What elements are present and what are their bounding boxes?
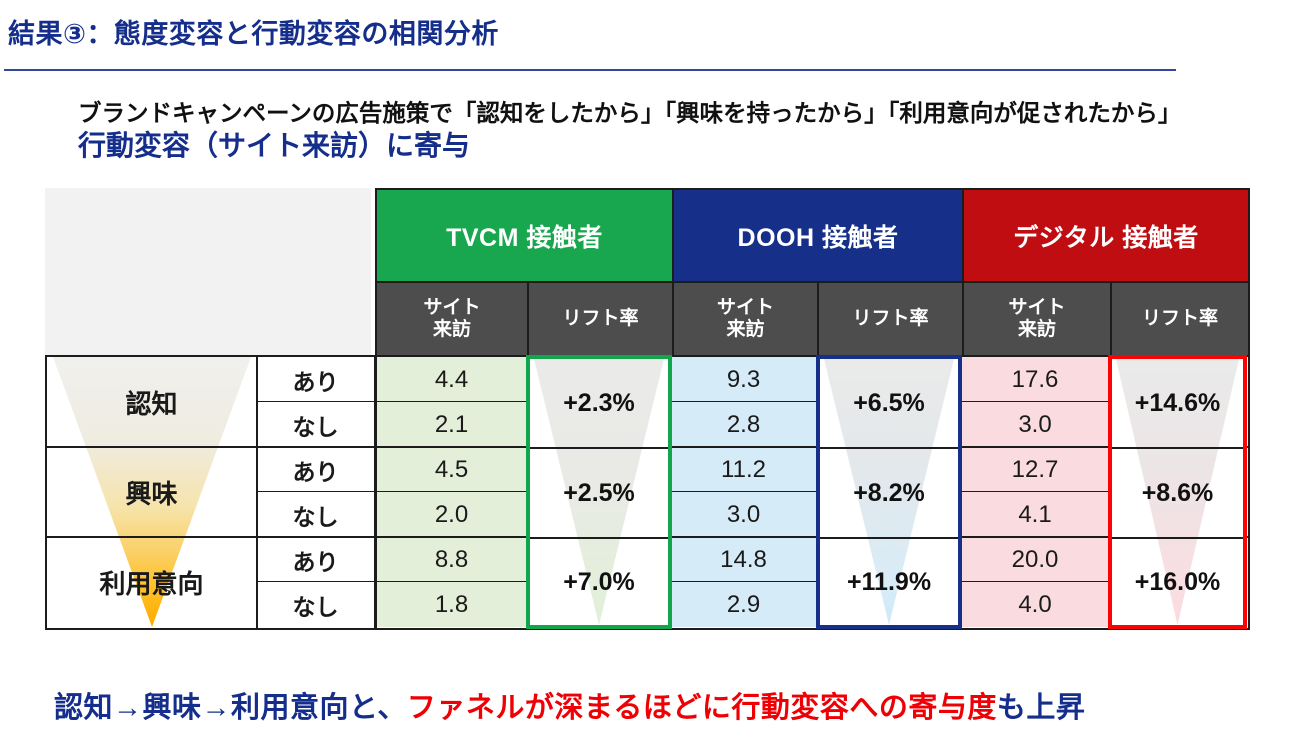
column-header-digital: デジタル 接触者 — [962, 188, 1250, 283]
table-cell-tvcm-visit: 4.4 — [377, 357, 526, 402]
table-cell-digital-visit: 20.0 — [961, 537, 1109, 582]
lead-text-line2: 行動変容（サイト来訪）に寄与 — [78, 130, 471, 161]
table-corner-blank — [45, 188, 371, 355]
column-header-tvcm: TVCM 接触者 — [375, 188, 674, 283]
stage-label-interest: 興味 — [125, 478, 178, 509]
lift-value-tvcm: +2.3% — [563, 388, 635, 417]
group-divider — [530, 447, 668, 449]
condition-cell: あり — [292, 548, 339, 575]
table-cell-tvcm-visit: 2.0 — [377, 492, 526, 537]
lift-value-digital: +16.0% — [1134, 567, 1221, 596]
table-cell-dooh-visit: 3.0 — [671, 492, 816, 537]
stage-label-intent: 利用意向 — [99, 568, 204, 599]
lift-box-digital: +14.6% +8.6% +16.0% — [1108, 355, 1247, 629]
conclusion-text-blue: 認知→興味→利用意向と、 — [54, 692, 407, 724]
column-divider — [256, 357, 258, 628]
condition-cell: あり — [292, 368, 339, 395]
group-divider — [820, 537, 958, 539]
group-divider — [820, 447, 958, 449]
table-cell-digital-visit: 4.0 — [961, 582, 1109, 627]
correlation-table: TVCM 接触者 DOOH 接触者 デジタル 接触者 サイト来訪 リフト率 サイ… — [45, 188, 1250, 630]
conclusion-text-red: ファネルが深まるほどに行動変容への寄与度 — [406, 692, 997, 724]
row-divider — [671, 580, 816, 583]
row-divider — [257, 580, 526, 583]
conclusion-text-blue: も上昇 — [996, 692, 1086, 724]
table-cell-dooh-visit: 14.8 — [671, 537, 816, 582]
lift-value-dooh: +6.5% — [853, 388, 925, 417]
lift-value-tvcm: +7.0% — [563, 567, 635, 596]
table-cell-tvcm-visit: 8.8 — [377, 537, 526, 582]
group-divider — [1112, 537, 1243, 539]
table-cell-tvcm-visit: 2.1 — [377, 402, 526, 447]
subheader-tvcm-site-visit: サイト来訪 — [375, 281, 529, 357]
table-cell-digital-visit: 4.1 — [961, 492, 1109, 537]
table-cell-tvcm-visit: 4.5 — [377, 447, 526, 492]
row-divider — [671, 490, 816, 493]
conclusion-text: 認知→興味→利用意向と、ファネルが深まるほどに行動変容への寄与度も上昇 — [54, 684, 1085, 726]
row-divider — [257, 400, 526, 403]
column-header-dooh: DOOH 接触者 — [672, 188, 964, 283]
column-divider — [374, 357, 377, 628]
group-divider — [1112, 447, 1243, 449]
lead-text-line1: ブランドキャンペーンの広告施策で「認知をしたから」「興味を持ったから」「利用意向… — [78, 100, 1182, 126]
condition-cell: なし — [292, 503, 339, 530]
subheader-tvcm-lift-rate: リフト率 — [527, 281, 674, 357]
lift-value-digital: +8.6% — [1141, 478, 1214, 507]
subheader-dooh-site-visit: サイト来訪 — [672, 281, 819, 357]
table-cell-digital-visit: 17.6 — [961, 357, 1109, 402]
row-divider — [671, 400, 816, 403]
row-divider — [961, 490, 1109, 493]
lift-value-dooh: +8.2% — [853, 478, 925, 507]
group-divider — [530, 537, 668, 539]
lift-box-dooh: +6.5% +8.2% +11.9% — [816, 355, 962, 629]
subheader-dooh-lift-rate: リフト率 — [817, 281, 964, 357]
row-divider — [257, 490, 526, 493]
table-cell-digital-visit: 3.0 — [961, 402, 1109, 447]
page-title: 結果③：態度変容と行動変容の相関分析 — [8, 19, 499, 49]
subheader-digital-lift-rate: リフト率 — [1110, 281, 1250, 357]
table-cell-dooh-visit: 2.9 — [671, 582, 816, 627]
table-cell-dooh-visit: 2.8 — [671, 402, 816, 447]
lift-value-dooh: +11.9% — [846, 567, 932, 596]
title-divider — [4, 69, 1176, 71]
table-body: 認知 興味 利用意向 あり なし あり なし あり なし 4.4 2.1 4.5… — [45, 355, 1250, 630]
row-divider — [961, 400, 1109, 403]
condition-cell: なし — [292, 413, 339, 440]
lift-value-digital: +14.6% — [1134, 388, 1221, 417]
table-cell-digital-visit: 12.7 — [961, 447, 1109, 492]
lift-box-tvcm: +2.3% +2.5% +7.0% — [526, 355, 672, 629]
subheader-digital-site-visit: サイト来訪 — [962, 281, 1112, 357]
row-divider — [961, 580, 1109, 583]
condition-cell: あり — [292, 458, 339, 485]
stage-label-awareness: 認知 — [125, 388, 178, 419]
lift-value-tvcm: +2.5% — [563, 478, 635, 507]
table-cell-dooh-visit: 11.2 — [671, 447, 816, 492]
table-cell-tvcm-visit: 1.8 — [377, 582, 526, 627]
table-cell-dooh-visit: 9.3 — [671, 357, 816, 402]
condition-cell: なし — [292, 593, 339, 620]
